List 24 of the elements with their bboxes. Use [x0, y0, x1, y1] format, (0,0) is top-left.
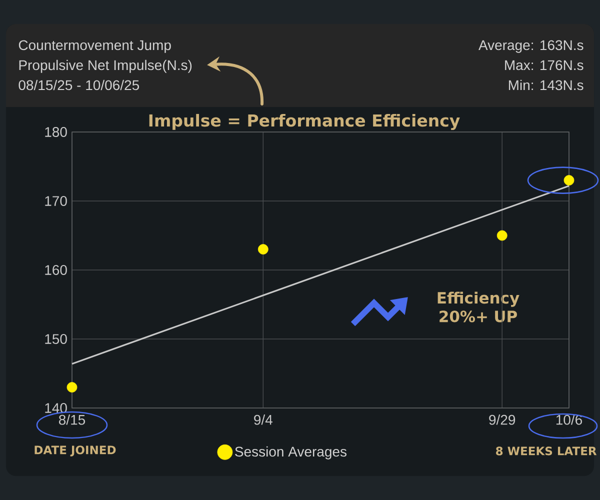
point — [496, 230, 508, 241]
y-tick-label: 160 — [45, 265, 67, 275]
x-tick-label: 8/15 — [58, 414, 86, 425]
chart-subtitle: Propulsive Net Impulse(N.s) — [19, 60, 192, 73]
text: 08/15/25 - 10/06/25 — [18, 80, 140, 90]
text: Max: 176N.s — [505, 60, 584, 70]
y-tick-label: 180 — [45, 127, 67, 137]
point — [66, 382, 78, 392]
text: Impulse = Performance Efficiency — [149, 114, 460, 130]
text: 8 WEEKS LATER — [496, 446, 597, 456]
y-tick-label: 170 — [45, 196, 67, 206]
y-tick-label: 140 — [45, 403, 67, 413]
y-tick-label: 150 — [45, 334, 67, 344]
point — [258, 244, 268, 254]
chart-title: Countermovement Jump — [18, 40, 171, 53]
point — [564, 175, 574, 186]
x-tick-label: 9/4 — [254, 414, 272, 425]
text: Average: 163N.s — [478, 40, 584, 53]
text: DATE JOINED — [34, 446, 116, 456]
annotation: Efficiency 20%+ UP — [438, 292, 520, 322]
x-tick-label: 10/6 — [556, 414, 582, 425]
legend-label: Session Averages — [235, 446, 347, 460]
x-tick-label: 9/29 — [489, 414, 516, 425]
text: Min: 143N.s — [508, 80, 584, 90]
